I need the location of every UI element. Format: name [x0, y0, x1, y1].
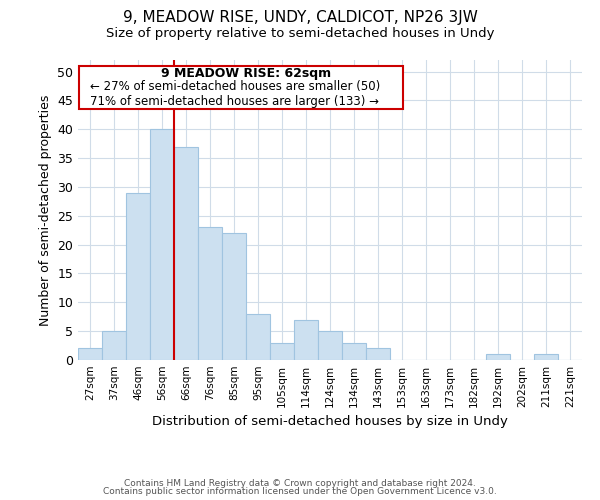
Text: Contains HM Land Registry data © Crown copyright and database right 2024.: Contains HM Land Registry data © Crown c…: [124, 478, 476, 488]
Bar: [486, 354, 510, 360]
Bar: [78, 348, 102, 360]
Text: 9, MEADOW RISE, UNDY, CALDICOT, NP26 3JW: 9, MEADOW RISE, UNDY, CALDICOT, NP26 3JW: [122, 10, 478, 25]
Text: 71% of semi-detached houses are larger (133) →: 71% of semi-detached houses are larger (…: [90, 94, 379, 108]
Bar: [246, 314, 270, 360]
Text: Size of property relative to semi-detached houses in Undy: Size of property relative to semi-detach…: [106, 28, 494, 40]
Bar: [534, 354, 558, 360]
Text: 9 MEADOW RISE: 62sqm: 9 MEADOW RISE: 62sqm: [161, 67, 331, 80]
Bar: [198, 228, 222, 360]
Bar: [102, 331, 126, 360]
Bar: [342, 342, 366, 360]
Bar: [222, 233, 246, 360]
Y-axis label: Number of semi-detached properties: Number of semi-detached properties: [38, 94, 52, 326]
Bar: [126, 192, 150, 360]
Text: Contains public sector information licensed under the Open Government Licence v3: Contains public sector information licen…: [103, 487, 497, 496]
Text: ← 27% of semi-detached houses are smaller (50): ← 27% of semi-detached houses are smalle…: [90, 80, 380, 93]
FancyBboxPatch shape: [79, 66, 403, 109]
Bar: [150, 129, 174, 360]
X-axis label: Distribution of semi-detached houses by size in Undy: Distribution of semi-detached houses by …: [152, 416, 508, 428]
Bar: [174, 146, 198, 360]
Bar: [294, 320, 318, 360]
Bar: [270, 342, 294, 360]
Bar: [366, 348, 390, 360]
Bar: [318, 331, 342, 360]
